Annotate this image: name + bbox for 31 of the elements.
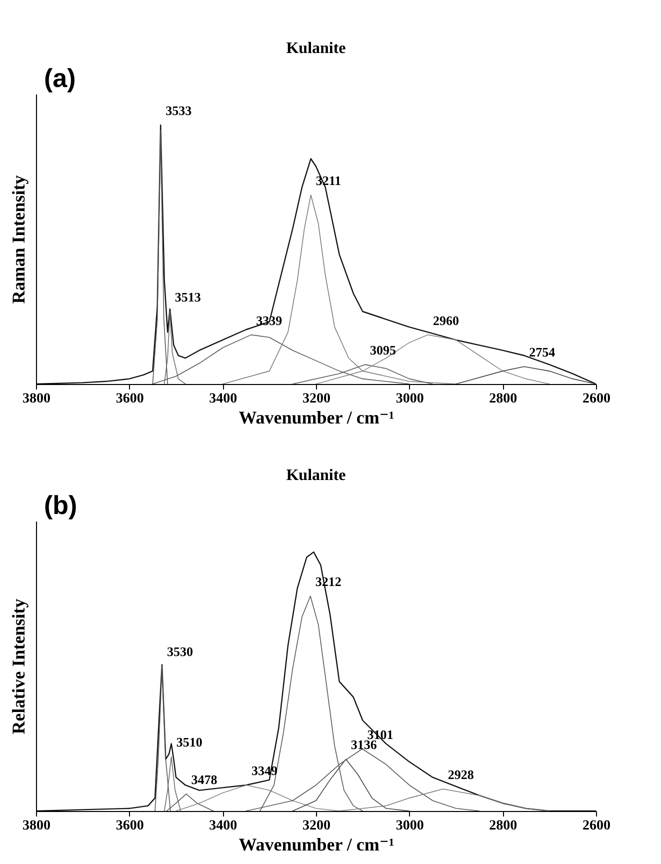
x-axis-title: Wavenumber / cm⁻¹ (238, 834, 394, 854)
annotation: 3478 (191, 772, 218, 787)
chart-title: Kulanite (286, 40, 346, 57)
x-tick-label: 3200 (302, 818, 330, 834)
x-tick-label: 3200 (302, 392, 330, 406)
x-tick-label: 3000 (396, 392, 424, 406)
chart-title: Kulanite (286, 467, 346, 484)
x-tick-label: 3000 (396, 818, 424, 834)
text: (b) (44, 490, 78, 520)
x-axis-title: Wavenumber / cm⁻¹ (238, 408, 394, 428)
annotation: 2754 (529, 344, 556, 360)
y-axis-title: Relative Intensity (8, 598, 28, 734)
x-tick-label: 2800 (489, 392, 518, 406)
annotation: 2928 (448, 766, 474, 782)
annotation: 3513 (174, 290, 202, 304)
y-axis-title: Raman Intensity (8, 175, 28, 304)
annotation: 2960 (433, 312, 459, 328)
annotation: 3533 (166, 103, 192, 118)
x-tick-label: 3400 (209, 392, 238, 406)
annotation: 3095 (370, 342, 396, 358)
x-tick-label: 3800 (22, 818, 50, 834)
annotation: 3530 (167, 644, 193, 659)
x-tick-label: 3400 (209, 818, 238, 834)
x-tick-label: 2800 (489, 818, 518, 834)
x-tick-label: 3600 (116, 818, 144, 834)
x-tick-label: 3600 (116, 392, 144, 406)
annotation: 3510 (176, 734, 202, 750)
x-tick-label: 2600 (582, 392, 610, 406)
x-tick-label: 3800 (22, 392, 50, 406)
x-tick-label: 2600 (582, 818, 610, 834)
text: (a) (44, 63, 76, 93)
